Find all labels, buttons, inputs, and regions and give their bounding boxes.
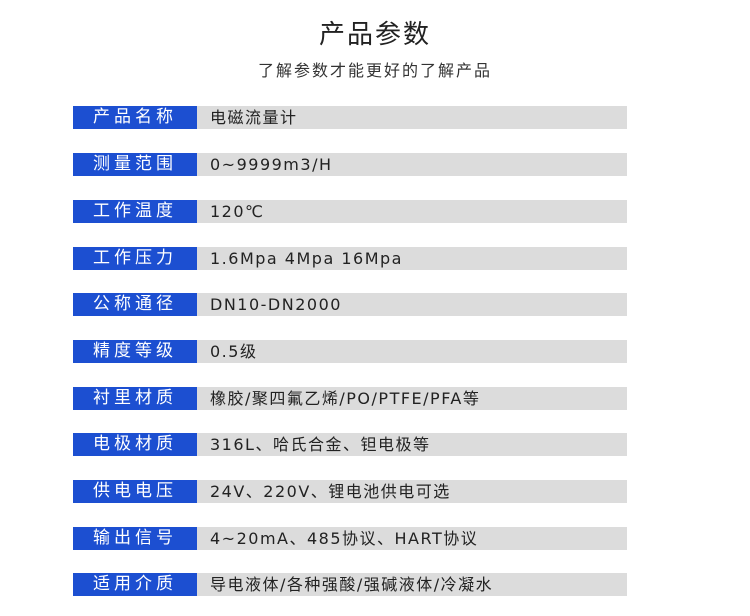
spec-row: 公称通径 DN10-DN2000 — [73, 293, 627, 316]
spec-value: 橡胶/聚四氟乙烯/PO/PTFE/PFA等 — [197, 387, 627, 410]
spec-value: 120℃ — [197, 200, 627, 223]
spec-row: 精度等级 0.5级 — [73, 340, 627, 363]
spec-label: 适用介质 — [73, 573, 197, 596]
spec-value: 4~20mA、485协议、HART协议 — [197, 527, 627, 550]
spec-row: 工作压力 1.6Mpa 4Mpa 16Mpa — [73, 247, 627, 270]
spec-row: 工作温度 120℃ — [73, 200, 627, 223]
spec-label: 工作温度 — [73, 200, 197, 223]
spec-row: 供电电压 24V、220V、锂电池供电可选 — [73, 480, 627, 503]
spec-value: 电磁流量计 — [197, 106, 627, 129]
spec-row: 测量范围 0~9999m3/H — [73, 153, 627, 176]
spec-row: 产品名称 电磁流量计 — [73, 106, 627, 129]
spec-label: 公称通径 — [73, 293, 197, 316]
spec-value: 316L、哈氏合金、钽电极等 — [197, 433, 627, 456]
spec-label: 工作压力 — [73, 247, 197, 270]
spec-label: 供电电压 — [73, 480, 197, 503]
spec-value: 24V、220V、锂电池供电可选 — [197, 480, 627, 503]
spec-label: 测量范围 — [73, 153, 197, 176]
spec-value: 导电液体/各种强酸/强碱液体/冷凝水 — [197, 573, 627, 596]
spec-row: 衬里材质 橡胶/聚四氟乙烯/PO/PTFE/PFA等 — [73, 387, 627, 410]
spec-row: 适用介质 导电液体/各种强酸/强碱液体/冷凝水 — [73, 573, 627, 596]
spec-value: 1.6Mpa 4Mpa 16Mpa — [197, 247, 627, 270]
spec-label: 产品名称 — [73, 106, 197, 129]
spec-label: 精度等级 — [73, 340, 197, 363]
spec-label: 输出信号 — [73, 527, 197, 550]
spec-label: 电极材质 — [73, 433, 197, 456]
spec-label: 衬里材质 — [73, 387, 197, 410]
spec-value: DN10-DN2000 — [197, 293, 627, 316]
spec-row: 电极材质 316L、哈氏合金、钽电极等 — [73, 433, 627, 456]
page-title: 产品参数 — [318, 20, 431, 50]
page-subtitle: 了解参数才能更好的了解产品 — [257, 61, 492, 80]
spec-value: 0~9999m3/H — [197, 153, 627, 176]
spec-row: 输出信号 4~20mA、485协议、HART协议 — [73, 527, 627, 550]
spec-value: 0.5级 — [197, 340, 627, 363]
